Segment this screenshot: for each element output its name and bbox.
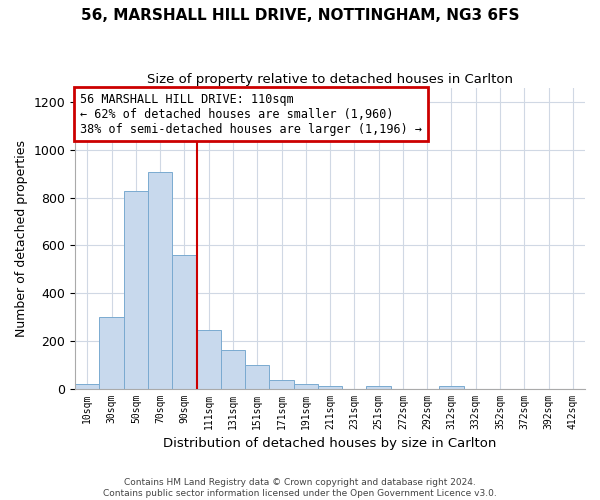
Text: 56 MARSHALL HILL DRIVE: 110sqm
← 62% of detached houses are smaller (1,960)
38% : 56 MARSHALL HILL DRIVE: 110sqm ← 62% of … [80,92,422,136]
Bar [197,330,221,388]
Bar [148,172,172,388]
Title: Size of property relative to detached houses in Carlton: Size of property relative to detached ho… [147,72,513,86]
Bar [269,380,293,388]
Bar [75,384,100,388]
Bar [318,386,342,388]
Text: 56, MARSHALL HILL DRIVE, NOTTINGHAM, NG3 6FS: 56, MARSHALL HILL DRIVE, NOTTINGHAM, NG3… [81,8,519,22]
Bar [293,384,318,388]
Bar [245,364,269,388]
Y-axis label: Number of detached properties: Number of detached properties [15,140,28,337]
Bar [221,350,245,389]
Bar [439,386,464,388]
Bar [100,317,124,388]
Bar [172,255,197,388]
Bar [124,190,148,388]
Bar [367,386,391,388]
Text: Contains HM Land Registry data © Crown copyright and database right 2024.
Contai: Contains HM Land Registry data © Crown c… [103,478,497,498]
X-axis label: Distribution of detached houses by size in Carlton: Distribution of detached houses by size … [163,437,497,450]
